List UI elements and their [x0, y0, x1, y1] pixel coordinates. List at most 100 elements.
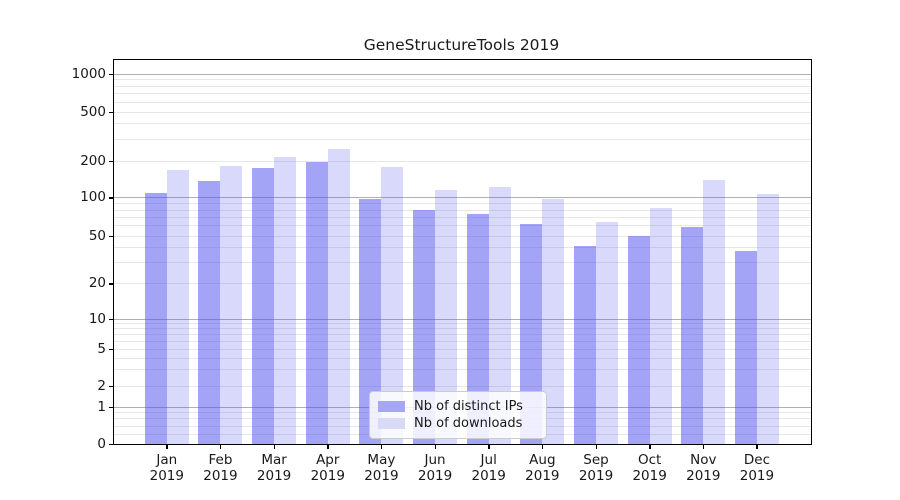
grid-line-minor — [114, 334, 811, 336]
x-axis-tick-label: Mar 2019 — [256, 452, 292, 484]
grid-line-minor — [114, 216, 811, 218]
legend-swatch-downloads — [378, 418, 405, 429]
y-axis-tick-mark — [109, 111, 113, 113]
grid-line-major — [114, 197, 811, 199]
y-axis-tick-mark — [109, 197, 113, 199]
bar-distinct-ips — [252, 167, 275, 444]
y-axis-tick-mark — [109, 406, 113, 408]
x-axis-tick-mark — [541, 445, 544, 449]
grid-line-major — [114, 73, 811, 75]
x-axis-tick-mark — [595, 445, 597, 449]
x-axis-tick-label: Jan 2019 — [149, 452, 184, 484]
y-axis-tick-mark — [109, 385, 113, 387]
y-axis-tick-mark — [109, 318, 113, 320]
grid-line-minor — [114, 340, 811, 342]
grid-line-minor — [114, 160, 811, 162]
y-axis-tick-mark — [109, 349, 113, 351]
y-axis-tick-label: 0 — [97, 436, 106, 452]
x-axis-tick-mark — [488, 445, 490, 449]
bar-downloads — [488, 186, 511, 444]
grid-line-minor — [114, 328, 811, 330]
y-axis-tick-label: 500 — [80, 103, 106, 120]
bar-downloads — [596, 221, 618, 444]
grid-line-minor — [114, 203, 811, 205]
x-axis-tick-mark — [380, 445, 383, 449]
grid-line-major — [114, 318, 811, 320]
grid-line-minor — [114, 138, 811, 140]
grid-line-minor — [114, 323, 811, 325]
bar-distinct-ips — [359, 198, 382, 444]
x-axis-tick-mark — [166, 445, 168, 449]
bar-downloads — [542, 198, 565, 444]
x-axis-tick-label: Nov 2019 — [686, 452, 721, 484]
bar-downloads — [756, 193, 779, 444]
legend-swatch-distinct-ips — [378, 401, 405, 412]
bar-downloads — [703, 180, 726, 444]
bar-downloads — [435, 189, 458, 444]
y-axis-tick-mark — [109, 235, 113, 237]
x-axis-tick-mark — [702, 445, 705, 449]
bar-downloads — [381, 166, 404, 444]
bar-distinct-ips — [466, 213, 489, 444]
bar-distinct-ips — [734, 251, 757, 444]
grid-line-minor — [114, 369, 811, 371]
x-axis-tick-label: Feb 2019 — [203, 452, 238, 484]
y-axis-tick-mark — [109, 73, 113, 76]
x-axis-tick-label: Jul 2019 — [471, 452, 506, 484]
x-axis-tick-mark — [219, 445, 222, 449]
x-axis-tick-label: Aug 2019 — [525, 452, 560, 484]
x-axis-tick-mark — [756, 445, 758, 449]
bar-distinct-ips — [520, 223, 543, 444]
grid-line-minor — [114, 235, 811, 237]
bar-downloads — [649, 208, 672, 444]
y-axis-tick-label: 1000 — [71, 65, 106, 82]
grid-line-minor — [114, 93, 811, 95]
bar-distinct-ips — [627, 235, 650, 444]
grid-line-minor — [114, 349, 811, 350]
grid-line-minor — [114, 101, 811, 103]
bar-downloads — [166, 169, 189, 444]
y-axis-tick-mark — [109, 160, 113, 162]
x-axis-tick-label: Jun 2019 — [417, 452, 453, 484]
grid-line-minor — [114, 357, 811, 359]
x-axis-tick-mark — [434, 445, 436, 449]
grid-line-minor — [114, 123, 811, 125]
y-axis-tick-label: 50 — [88, 227, 106, 244]
legend-label-downloads: Nb of downloads — [414, 416, 523, 431]
x-axis-tick-label: May 2019 — [364, 452, 399, 484]
legend-label-distinct-ips: Nb of distinct IPs — [414, 399, 523, 414]
y-axis-tick-label: 20 — [88, 275, 106, 292]
bar-distinct-ips — [198, 181, 221, 444]
bar-downloads — [220, 166, 243, 444]
bar-distinct-ips — [413, 209, 436, 444]
y-axis-tick-label: 200 — [80, 152, 106, 169]
legend-row-distinct-ips: Nb of distinct IPs — [378, 398, 538, 415]
bar-distinct-ips — [144, 193, 167, 444]
bar-downloads — [274, 156, 297, 444]
legend: Nb of distinct IPs Nb of downloads — [369, 391, 547, 439]
x-axis-tick-label: Oct 2019 — [632, 452, 667, 484]
y-axis-tick-label: 2 — [97, 377, 106, 394]
grid-line-minor — [114, 79, 811, 81]
grid-line-minor — [114, 262, 811, 264]
grid-line-minor — [114, 247, 811, 249]
grid-line-minor — [114, 85, 811, 87]
grid-line-minor — [114, 225, 811, 227]
x-axis-tick-label: Apr 2019 — [310, 452, 345, 484]
legend-row-downloads: Nb of downloads — [378, 415, 538, 432]
bar-distinct-ips — [305, 161, 328, 444]
grid-line-minor — [114, 283, 811, 285]
y-axis-tick-label: 100 — [80, 189, 106, 206]
x-axis-tick-mark — [327, 445, 329, 449]
x-axis-tick-mark — [273, 445, 275, 449]
grid-line-minor — [114, 385, 811, 387]
grid-line-minor — [114, 111, 811, 113]
x-axis-tick-label: Dec 2019 — [739, 452, 775, 484]
bar-distinct-ips — [681, 227, 704, 444]
y-axis-tick-label: 1 — [97, 398, 106, 415]
y-axis-tick-mark — [109, 283, 113, 285]
x-axis-tick-mark — [649, 445, 651, 449]
bar-distinct-ips — [574, 245, 596, 444]
plot-area: 0 1 2 5 10 20 50 100 200 500 1000 Jan 2019 Feb 2019 Mar… — [72, 59, 812, 484]
